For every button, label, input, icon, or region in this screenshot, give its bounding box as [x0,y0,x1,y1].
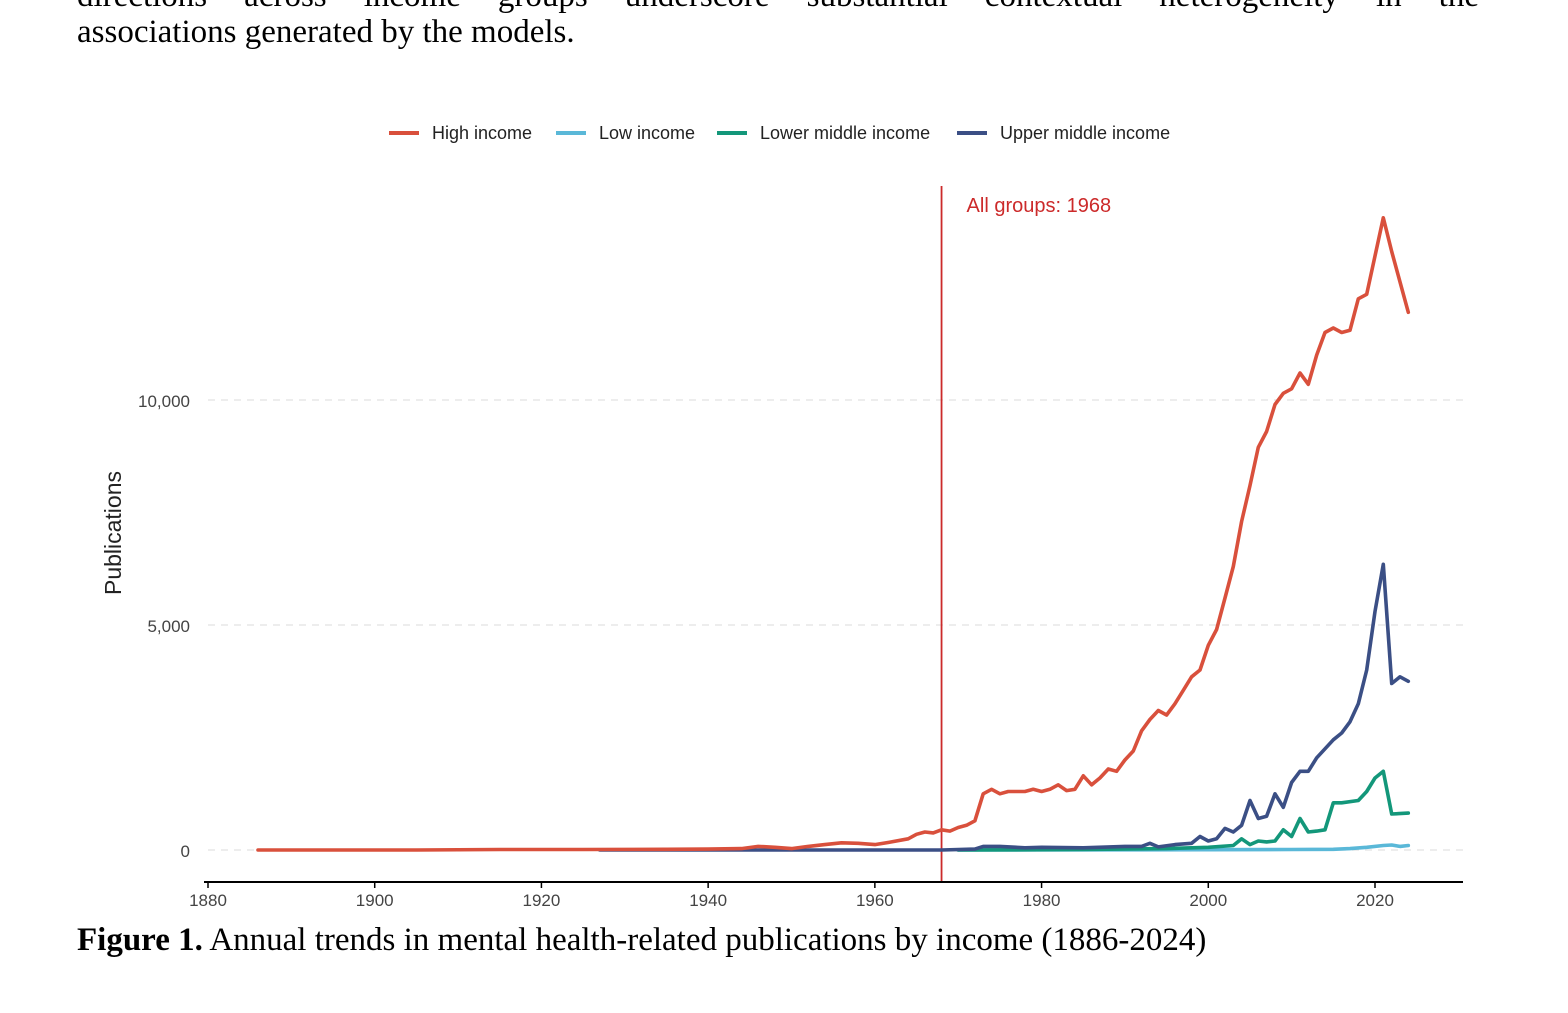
series-line-low-income [956,843,1411,852]
x-tick-label: 1900 [356,891,394,910]
y-tick-label: 0 [181,842,190,861]
gridlines [208,399,1463,851]
legend: High income Low income Lower middle income… [389,123,1170,143]
x-tick-label: 2020 [1356,891,1394,910]
x-tick-label: 1960 [856,891,894,910]
legend-label: Lower middle income [760,123,930,143]
x-tick-label: 2000 [1189,891,1227,910]
series-line-lower-middle-income [956,769,1411,852]
x-tick-label: 1940 [689,891,727,910]
figure-caption: Figure 1. Annual trends in mental health… [77,922,1206,959]
x-axis: 1880 1900 1920 1940 1960 1980 2000 2020 [189,881,1463,910]
y-axis-ticks: 0 5,000 10,000 [138,392,190,861]
paragraph-line-1: directions across income groups undersco… [77,0,1479,16]
x-tick-label: 1920 [523,891,561,910]
legend-label: Low income [599,123,695,143]
y-tick-label: 5,000 [147,617,190,636]
series-line-high-income [256,216,1411,852]
x-tick-label: 1980 [1023,891,1061,910]
annotation: All groups: 1968 [940,186,1112,882]
figure-caption-text: Annual trends in mental health-related p… [202,922,1207,958]
series-lines [256,216,1411,852]
legend-label: High income [432,123,532,143]
legend-label: Upper middle income [1000,123,1170,143]
series-line-upper-middle-income [598,562,1411,852]
annotation-label: All groups: 1968 [967,195,1112,217]
line-chart: High income Low income Lower middle income… [100,123,1463,910]
y-axis-label: Publications [100,471,126,595]
paragraph-line-2: associations generated by the models. [77,14,575,50]
figure-caption-label: Figure 1. [77,922,203,958]
x-tick-label: 1880 [189,891,227,910]
y-tick-label: 10,000 [138,392,190,411]
